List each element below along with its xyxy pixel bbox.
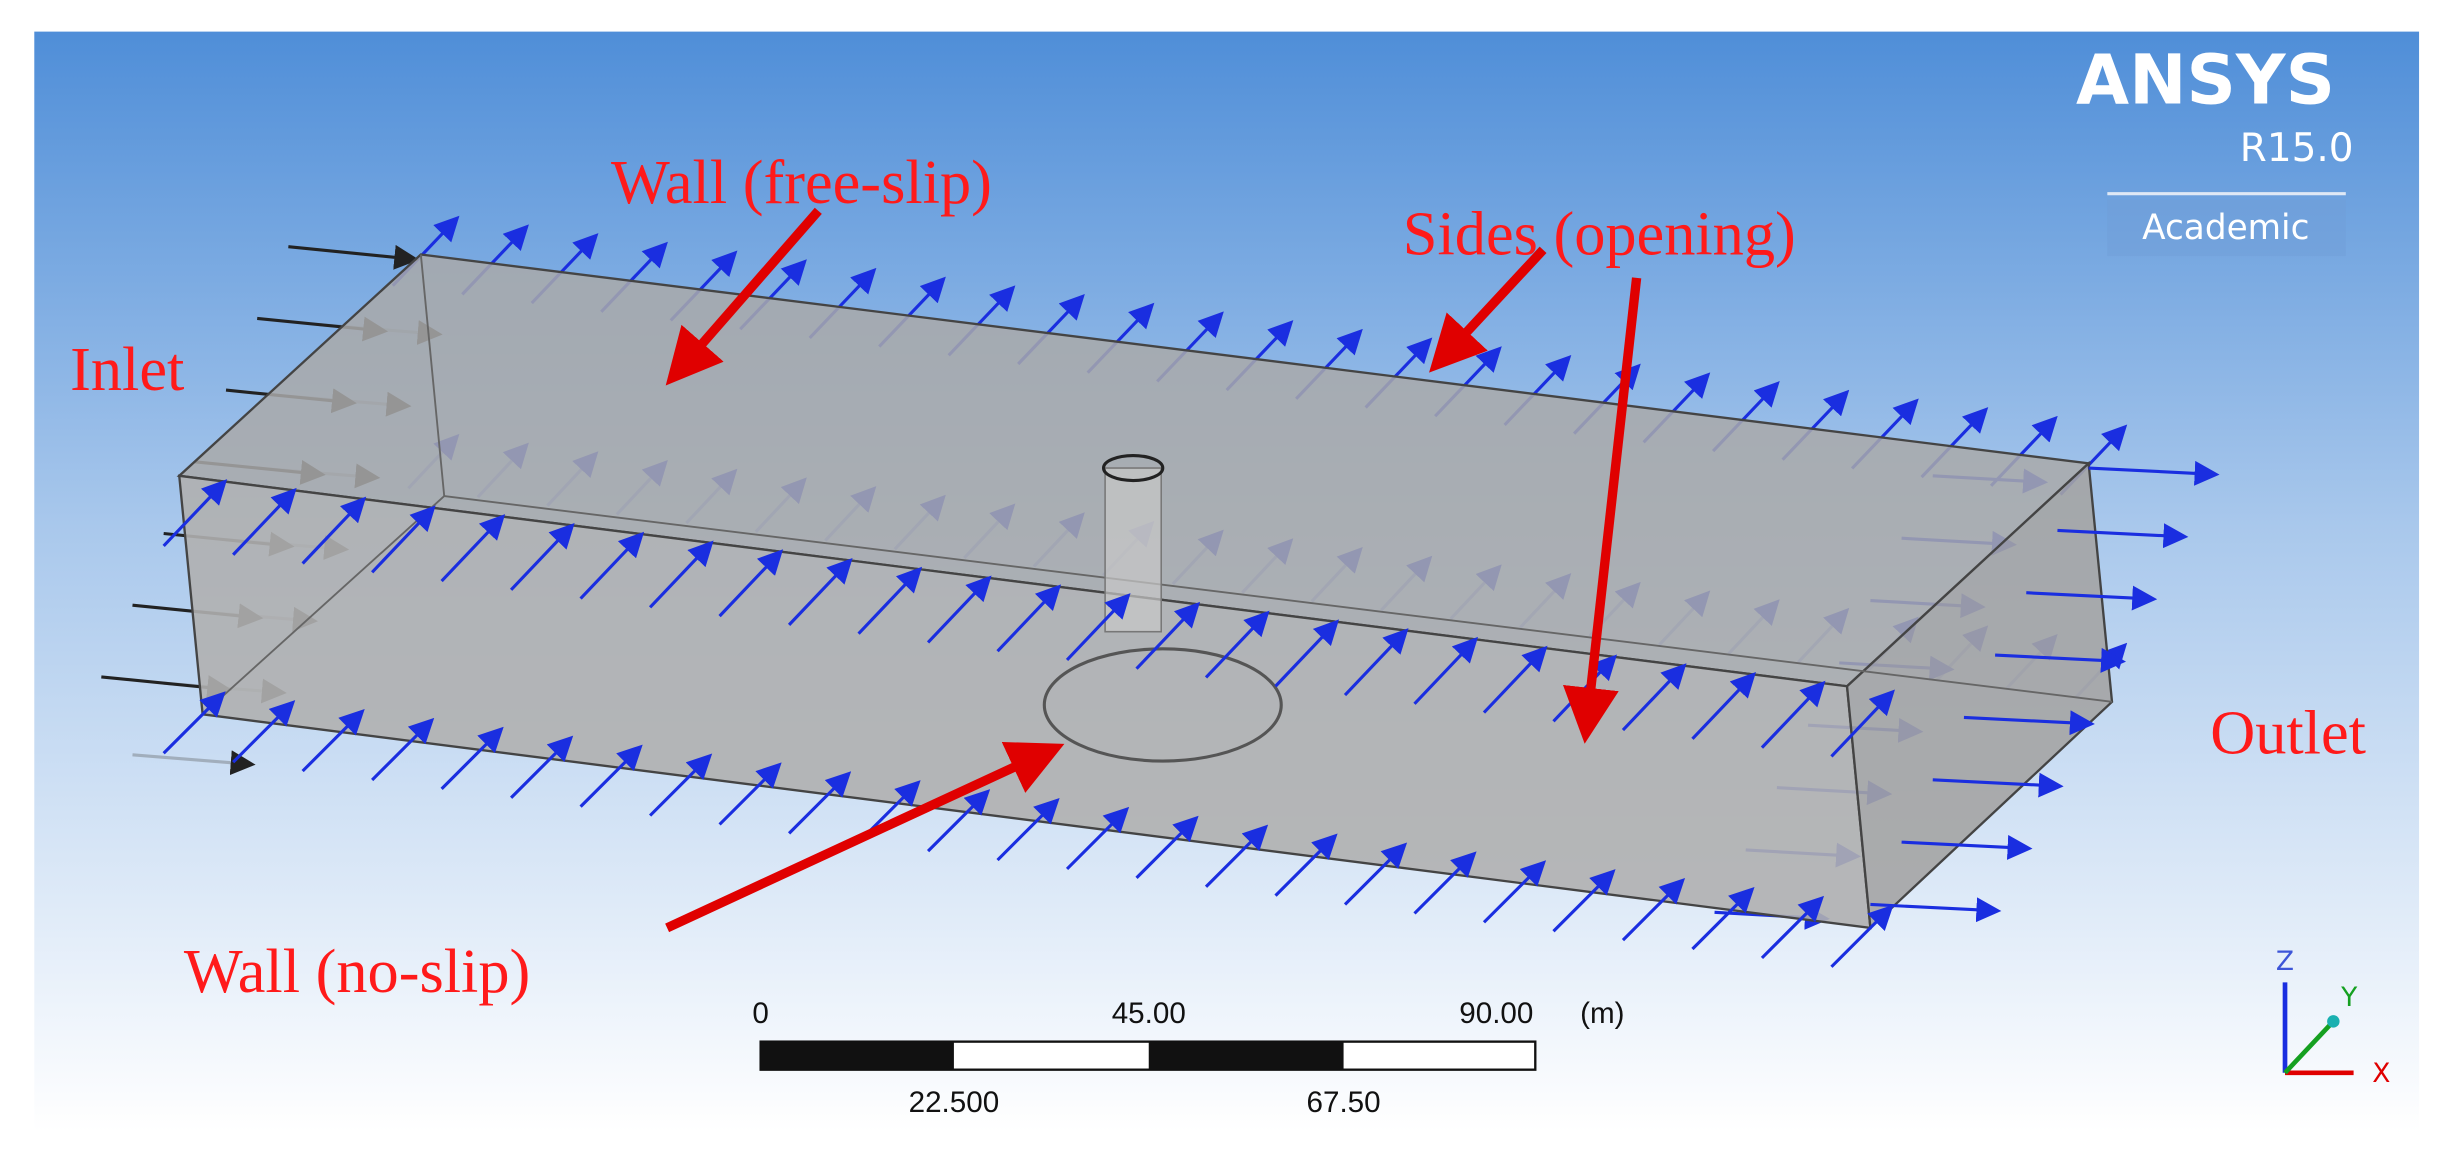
arrow (926, 575, 992, 644)
arrow (2088, 460, 2220, 486)
arrow (232, 487, 297, 556)
scale-label: 45.00 (1112, 997, 1186, 1030)
arrow (1760, 895, 1825, 960)
pointer-arrow (1562, 277, 1642, 744)
arrow (1065, 806, 1130, 871)
scale-label: 67.50 (1307, 1086, 1381, 1119)
hidden-edge (202, 495, 445, 716)
ground-circle (1042, 647, 1283, 763)
arrow (162, 691, 226, 755)
scale-label: 0 (752, 997, 768, 1030)
axis-label: Y (2340, 982, 2358, 1013)
arrow (1135, 815, 1199, 879)
arrow (787, 558, 853, 626)
arrow (232, 700, 296, 764)
axis-label: X (2372, 1058, 2390, 1089)
arrow (1621, 663, 1687, 732)
label: Sides (opening) (1403, 200, 1796, 269)
logo-name: ANSYS (2076, 40, 2335, 120)
arrow (996, 584, 1062, 653)
label: Inlet (70, 335, 184, 404)
arrow (718, 762, 782, 826)
arrow (371, 505, 436, 574)
scale-bar-segment (760, 1041, 954, 1070)
arrow (1413, 636, 1479, 705)
arrow (301, 496, 367, 565)
pointer-arrows (665, 207, 1642, 933)
arrow (1830, 904, 1894, 968)
hidden-edge (444, 495, 2113, 703)
axis-y (2283, 1019, 2336, 1075)
logo-edition-box (2107, 199, 2346, 257)
arrow (1204, 824, 1269, 888)
label: Wall (free-slip) (611, 148, 992, 217)
arrow (787, 771, 852, 835)
arrow (288, 244, 420, 270)
arrow (648, 753, 713, 817)
scale-bar-segment (1148, 1041, 1344, 1070)
arrow (2057, 523, 2189, 549)
arrow (648, 540, 714, 609)
arrow (371, 717, 435, 782)
arrow (132, 750, 256, 776)
arrow (1932, 772, 2064, 798)
arrow (926, 789, 991, 853)
hidden-edge (419, 254, 446, 497)
arrow (1135, 601, 1201, 670)
label: Wall (no-slip) (184, 937, 530, 1006)
arrow (1621, 878, 1686, 942)
arrow (1482, 645, 1548, 714)
arrow (996, 797, 1060, 862)
arrow (1901, 834, 2033, 860)
arrow (1274, 833, 1338, 897)
cylinder (1104, 467, 1162, 633)
arrow (1343, 628, 1409, 697)
arrow (1065, 593, 1131, 662)
arrow (1482, 860, 1547, 924)
arrow (1760, 680, 1826, 749)
arrow (1691, 671, 1756, 740)
arrow (162, 479, 228, 548)
arrow (857, 566, 923, 635)
arrow (579, 531, 645, 600)
arrow (510, 735, 574, 799)
arrow (1343, 842, 1408, 906)
arrow (718, 549, 784, 618)
pointer-arrow (665, 741, 1065, 933)
pointer-arrow (665, 207, 822, 386)
arrow (440, 514, 506, 583)
scale-unit: (m) (1580, 997, 1624, 1030)
scale-label: 90.00 (1459, 997, 1533, 1030)
axis-triad (2282, 982, 2354, 1076)
arrow (301, 708, 365, 773)
arrow (440, 726, 504, 790)
scale-label: 22.500 (909, 1086, 1000, 1119)
arrow (1830, 689, 1895, 758)
arrow (1691, 886, 1755, 951)
axis-label: Z (2276, 946, 2294, 977)
arrow (1413, 851, 1477, 915)
boundary-arrows (162, 460, 2220, 968)
label: Outlet (2210, 698, 2366, 767)
arrow (1995, 647, 2127, 673)
arrow (509, 522, 575, 591)
arrow (1274, 619, 1340, 688)
scale-bar (759, 1040, 1537, 1071)
arrow (1552, 869, 1616, 933)
cylinder-top (1101, 454, 1165, 483)
logo-version: R15.0 (2240, 126, 2354, 171)
pointer-arrow (1429, 246, 1547, 373)
arrow (1963, 710, 2095, 736)
arrow (1204, 610, 1270, 679)
axis-y-tip (2327, 1015, 2340, 1028)
arrow (2026, 585, 2158, 611)
arrow (1870, 897, 2002, 923)
arrow (579, 744, 643, 808)
logo-edition: Academic (2142, 208, 2309, 248)
